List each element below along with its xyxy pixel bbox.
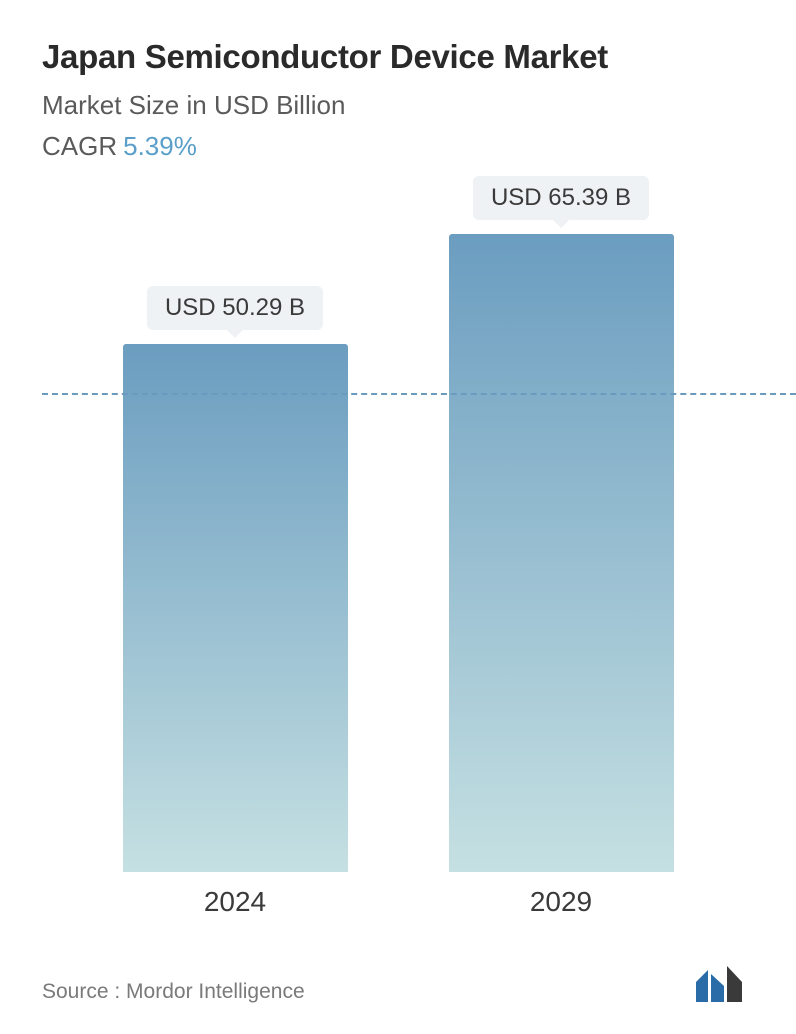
value-label-0: USD 50.29 B bbox=[147, 286, 323, 330]
x-label-0: 2024 bbox=[204, 886, 266, 918]
cagr-value: 5.39% bbox=[123, 131, 197, 161]
chart-title: Japan Semiconductor Device Market bbox=[42, 38, 754, 76]
x-label-1: 2029 bbox=[530, 886, 592, 918]
bars-container: USD 50.29 B 2024 USD 65.39 B 2029 bbox=[42, 218, 754, 918]
footer: Source : Mordor Intelligence bbox=[42, 964, 754, 1004]
cagr-line: CAGR5.39% bbox=[42, 131, 754, 162]
chart-area: USD 50.29 B 2024 USD 65.39 B 2029 bbox=[42, 218, 754, 918]
source-text: Source : Mordor Intelligence bbox=[42, 980, 305, 1004]
cagr-label: CAGR bbox=[42, 131, 117, 161]
mordor-logo-icon bbox=[694, 964, 754, 1004]
chart-subtitle: Market Size in USD Billion bbox=[42, 90, 754, 121]
bar-group-1: USD 65.39 B 2029 bbox=[449, 176, 674, 918]
bar-group-0: USD 50.29 B 2024 bbox=[123, 286, 348, 918]
bar-0 bbox=[123, 344, 348, 872]
bar-1 bbox=[449, 234, 674, 872]
brand-logo bbox=[694, 964, 754, 1004]
reference-line bbox=[42, 393, 796, 395]
value-label-1: USD 65.39 B bbox=[473, 176, 649, 220]
